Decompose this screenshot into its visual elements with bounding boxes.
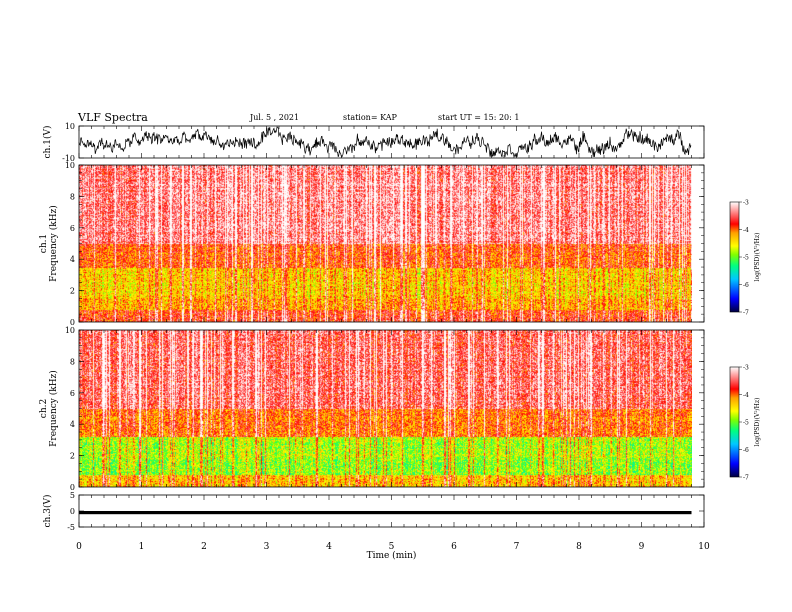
ytick-label: 2: [70, 287, 75, 296]
ytick-label: 10: [65, 161, 75, 170]
colorbar-label: log(PSD)(V²/Hz): [754, 233, 761, 282]
ytick-label: 2: [70, 452, 75, 461]
chart-title: VLF Spectra: [78, 111, 148, 124]
ytick-label: -5: [67, 523, 75, 532]
ytick-label: 0: [70, 483, 75, 492]
colorbar-tick-label: -3: [743, 200, 749, 207]
ytick-label: 5: [70, 491, 75, 500]
y-axis-label: ch.2: [39, 399, 49, 418]
xtick-label: 8: [576, 542, 582, 552]
xtick-label: 7: [514, 542, 520, 552]
xtick-label: 5: [389, 542, 395, 552]
ytick-label: 0: [70, 507, 75, 516]
colorbar-tick-label: -5: [743, 420, 749, 427]
y-axis-label: ch.3(V): [42, 495, 53, 528]
colorbar-tick-label: -5: [743, 255, 749, 262]
y-axis-label: Frequency (kHz): [48, 370, 59, 447]
y-axis-label: ch.1(V): [42, 126, 53, 159]
ytick-label: 4: [70, 420, 75, 429]
ytick-label: 8: [70, 192, 75, 201]
ytick-label: 8: [70, 357, 75, 366]
x-axis-label: Time (min): [367, 550, 417, 561]
ytick-label: 4: [70, 255, 75, 264]
xtick-label: 1: [139, 542, 145, 552]
ytick-label: 10: [65, 122, 75, 131]
ch3-waveform-band: [79, 511, 692, 515]
colorbar-tick-label: -6: [743, 447, 749, 454]
colorbar-tick-label: -6: [743, 282, 749, 289]
ch1-waveform-path: [78, 126, 692, 159]
y-axis-label: ch.1: [39, 234, 49, 253]
y-axis-label: Frequency (kHz): [48, 205, 59, 282]
ch3-waveform-line: [79, 511, 692, 515]
date-label: Jul. 5 , 2021: [250, 113, 300, 122]
xtick-label: 0: [76, 542, 82, 552]
xtick-label: 4: [326, 542, 332, 552]
ytick-label: 10: [65, 326, 75, 335]
ch1-spectrogram-image: [79, 165, 692, 322]
xtick-label: 10: [698, 542, 710, 552]
colorbar-2: [729, 366, 740, 478]
station-label: station= KAP: [343, 113, 397, 122]
colorbar-1: [729, 201, 740, 313]
ytick-label: 6: [70, 389, 75, 398]
xtick-label: 6: [451, 542, 457, 552]
ch2-spectrogram-image: [79, 330, 692, 487]
ytick-label: 0: [70, 318, 75, 327]
colorbar-tick-label: -4: [743, 392, 749, 399]
start-time-label: start UT = 15: 20: 1: [438, 113, 520, 122]
ch1-waveform-line: [78, 126, 692, 159]
ytick-label: 6: [70, 224, 75, 233]
colorbar-tick-label: -3: [743, 365, 749, 372]
colorbar-tick-label: -7: [743, 475, 749, 482]
xtick-label: 3: [264, 542, 270, 552]
colorbar-tick-label: -4: [743, 227, 749, 234]
colorbar-tick-label: -7: [743, 310, 749, 317]
xtick-label: 2: [201, 542, 207, 552]
xtick-label: 9: [639, 542, 645, 552]
colorbar-label: log(PSD)(V²/Hz): [754, 398, 761, 447]
ytick-label: -10: [62, 154, 75, 163]
